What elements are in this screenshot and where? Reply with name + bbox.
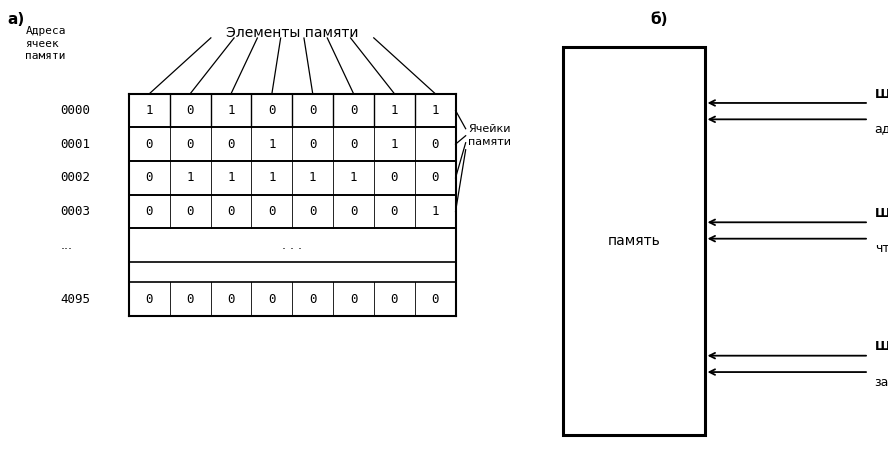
- Text: адреса: адреса: [875, 123, 888, 136]
- Text: 0: 0: [227, 138, 234, 151]
- Text: 0003: 0003: [60, 205, 91, 218]
- Text: Шина: Шина: [875, 207, 888, 220]
- Text: записи: записи: [875, 376, 888, 389]
- Text: 0: 0: [432, 171, 439, 184]
- Text: 1: 1: [227, 171, 234, 184]
- Text: 1: 1: [146, 104, 154, 117]
- Text: 0: 0: [186, 292, 194, 306]
- Text: 1: 1: [227, 104, 234, 117]
- Text: 1: 1: [432, 205, 439, 218]
- Text: 1: 1: [391, 138, 398, 151]
- Text: 0: 0: [146, 292, 154, 306]
- Text: 0: 0: [268, 205, 275, 218]
- Text: 0001: 0001: [60, 138, 91, 151]
- Text: 1: 1: [391, 104, 398, 117]
- Text: 0000: 0000: [60, 104, 91, 117]
- Text: 0: 0: [186, 104, 194, 117]
- Text: 0: 0: [186, 205, 194, 218]
- Text: чтения: чтения: [875, 242, 888, 256]
- Text: б): б): [650, 12, 668, 27]
- Text: 1: 1: [268, 138, 275, 151]
- Text: а): а): [8, 12, 25, 27]
- Text: 0: 0: [268, 292, 275, 306]
- Text: 4095: 4095: [60, 292, 91, 306]
- Text: 0: 0: [309, 205, 316, 218]
- Text: 0: 0: [146, 171, 154, 184]
- Text: Ячейки
памяти: Ячейки памяти: [468, 124, 511, 147]
- Text: 0: 0: [432, 138, 439, 151]
- Text: 0: 0: [391, 171, 398, 184]
- Text: . . .: . . .: [282, 239, 302, 252]
- Text: 0002: 0002: [60, 171, 91, 184]
- Text: 1: 1: [309, 171, 316, 184]
- Text: 0: 0: [391, 205, 398, 218]
- Text: 0: 0: [350, 104, 357, 117]
- Text: 0: 0: [309, 138, 316, 151]
- Text: 0: 0: [391, 292, 398, 306]
- Text: Шина: Шина: [875, 88, 888, 101]
- Text: 0: 0: [350, 205, 357, 218]
- Text: 1: 1: [268, 171, 275, 184]
- Text: 0: 0: [309, 104, 316, 117]
- Text: 0: 0: [350, 292, 357, 306]
- Text: память: память: [607, 234, 661, 248]
- Text: 0: 0: [350, 138, 357, 151]
- Text: 1: 1: [186, 171, 194, 184]
- Text: 1: 1: [432, 104, 439, 117]
- Text: 0: 0: [268, 104, 275, 117]
- Bar: [563, 47, 705, 435]
- Text: Шина: Шина: [875, 340, 888, 353]
- Text: 0: 0: [146, 138, 154, 151]
- Text: 0: 0: [309, 292, 316, 306]
- Text: 1: 1: [350, 171, 357, 184]
- Text: 0: 0: [146, 205, 154, 218]
- Text: 0: 0: [227, 292, 234, 306]
- Text: 0: 0: [227, 205, 234, 218]
- Text: ...: ...: [60, 239, 73, 252]
- Text: Элементы памяти: Элементы памяти: [226, 26, 359, 40]
- Text: 0: 0: [186, 138, 194, 151]
- Text: 0: 0: [432, 292, 439, 306]
- Text: Адреса
ячеек
памяти: Адреса ячеек памяти: [25, 26, 66, 61]
